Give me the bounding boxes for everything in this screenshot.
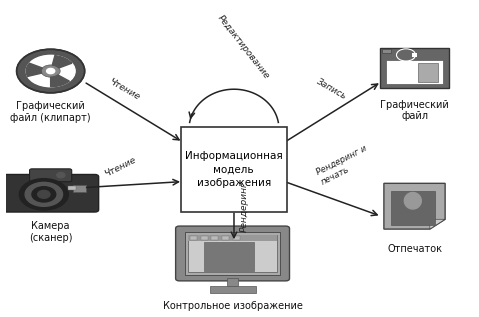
Circle shape (38, 191, 50, 198)
FancyBboxPatch shape (181, 127, 287, 212)
Bar (211, 236, 218, 240)
Bar (386, 60, 444, 84)
Text: Редактирование: Редактирование (216, 13, 272, 81)
Bar (418, 62, 438, 82)
Bar (190, 236, 197, 240)
Bar (391, 191, 435, 225)
Text: Рендеринг: Рендеринг (240, 181, 249, 232)
Bar (233, 236, 240, 240)
Text: Отпечаток: Отпечаток (387, 244, 442, 254)
FancyBboxPatch shape (30, 169, 72, 182)
Polygon shape (404, 192, 422, 209)
Circle shape (26, 55, 75, 87)
Bar (204, 242, 254, 270)
Circle shape (19, 179, 68, 210)
Bar (222, 236, 229, 240)
Polygon shape (384, 183, 445, 229)
Bar (380, 49, 448, 87)
Circle shape (46, 68, 55, 74)
Polygon shape (52, 55, 72, 68)
Text: Рендеринг и
печать: Рендеринг и печать (315, 144, 374, 187)
Bar (412, 53, 417, 57)
Bar (201, 236, 208, 240)
Text: Чтение: Чтение (103, 156, 137, 179)
Text: Контрольное изображение: Контрольное изображение (163, 301, 303, 311)
Bar (382, 49, 391, 53)
Bar (209, 286, 256, 293)
Bar (188, 235, 277, 272)
Bar (185, 232, 280, 275)
Polygon shape (430, 219, 445, 229)
Text: Графический
файл (клипарт): Графический файл (клипарт) (11, 101, 91, 123)
Bar (68, 186, 76, 190)
Circle shape (32, 187, 56, 202)
Circle shape (41, 65, 60, 77)
FancyBboxPatch shape (2, 174, 99, 212)
Bar (227, 278, 238, 286)
Circle shape (57, 172, 65, 178)
Bar (188, 235, 277, 241)
Text: Камера
(сканер): Камера (сканер) (29, 221, 72, 243)
Text: Графический
файл: Графический файл (380, 100, 449, 121)
Circle shape (17, 49, 85, 93)
Polygon shape (26, 63, 42, 76)
Polygon shape (51, 75, 69, 87)
Bar (73, 184, 86, 192)
FancyBboxPatch shape (176, 226, 289, 281)
Circle shape (25, 182, 63, 206)
Text: Чтение: Чтение (107, 77, 141, 102)
Text: Информационная
модель
изображения: Информационная модель изображения (185, 151, 283, 188)
Text: Запись: Запись (315, 77, 349, 102)
